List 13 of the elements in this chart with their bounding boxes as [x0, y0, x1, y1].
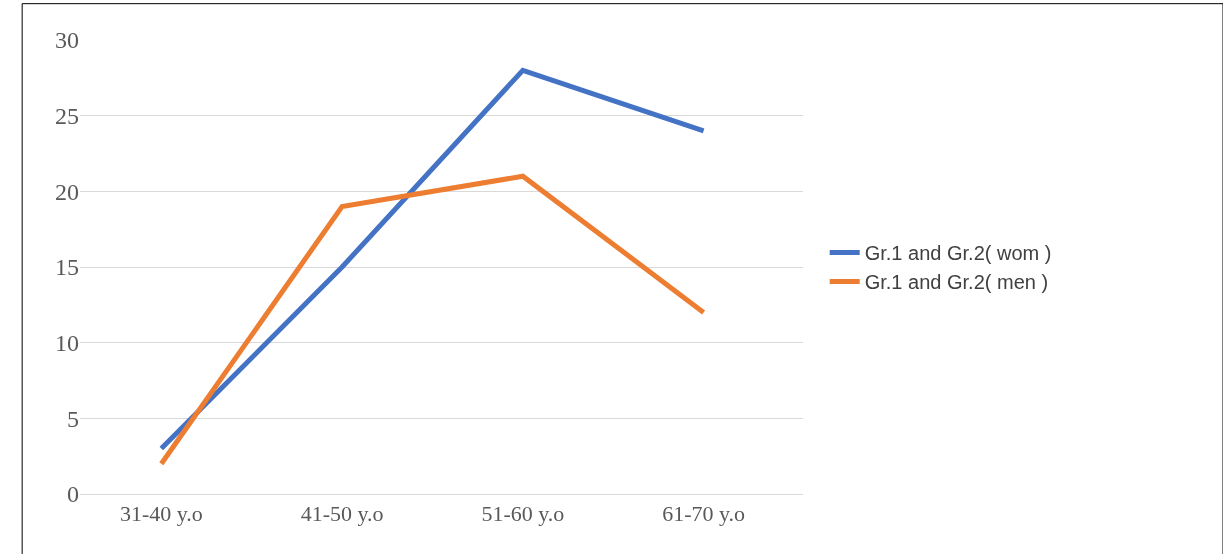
y-tick-label: 0	[67, 481, 79, 508]
y-tick-label: 25	[55, 103, 79, 130]
y-tick-label: 15	[55, 254, 79, 281]
y-tick-label: 20	[55, 178, 79, 205]
legend-label: Gr.1 and Gr.2( men )	[864, 271, 1049, 294]
y-tick-label: 10	[55, 330, 79, 357]
x-tick-label: 51-60 y.o	[481, 501, 565, 527]
x-tick-label: 61-70 y.o	[662, 501, 746, 527]
legend-label: Gr.1 and Gr.2( wom )	[864, 242, 1052, 265]
x-tick-label: 41-50 y.o	[300, 501, 384, 527]
x-tick-label: 31-40 y.o	[119, 501, 203, 527]
y-tick-label: 5	[67, 405, 79, 432]
y-tick-label: 30	[55, 27, 79, 54]
